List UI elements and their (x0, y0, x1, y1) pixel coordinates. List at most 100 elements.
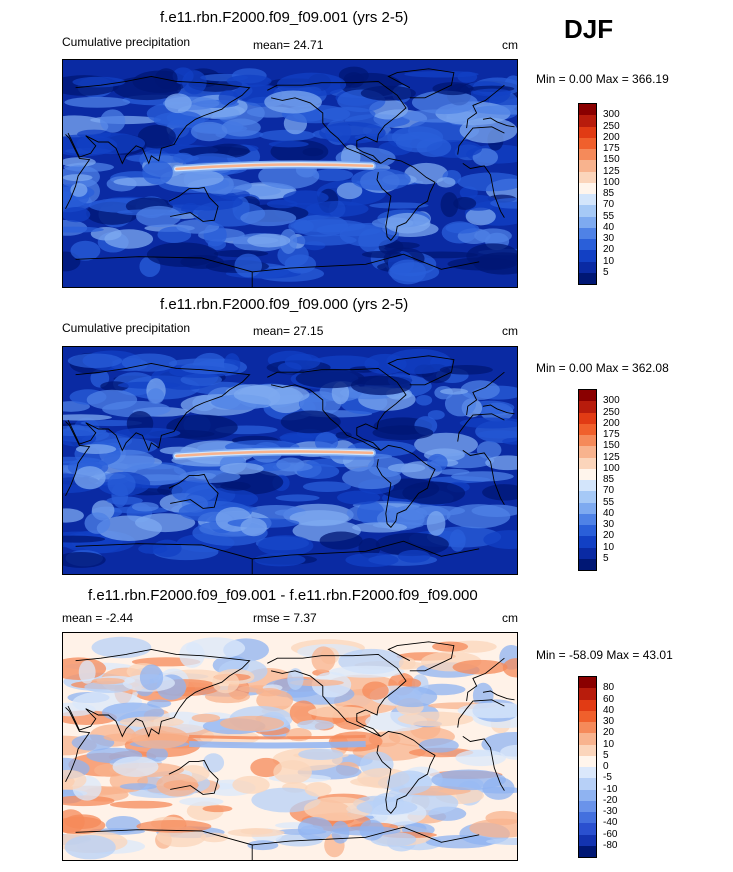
field-blob (73, 466, 106, 490)
field-blob (358, 538, 381, 558)
panel-1-left-label: Cumulative precipitation (62, 35, 191, 49)
field-blob (415, 394, 433, 406)
panel-2-minmax: Min = 0.00 Max = 362.08 (536, 361, 669, 375)
colorbar-tick-label: 20 (603, 727, 615, 739)
field-blob (84, 512, 111, 534)
field-blob (91, 677, 125, 685)
field-blob (63, 795, 115, 807)
panel-2-mean: mean= 27.15 (253, 324, 324, 338)
field-blob (280, 410, 341, 434)
field-blob (312, 168, 354, 182)
colorbar-tick-label: 175 (603, 429, 620, 440)
field-blob (360, 85, 416, 101)
field-blob (339, 222, 399, 247)
field-blob (384, 212, 431, 234)
field-blob (362, 681, 389, 700)
colorbar-tick-label: 200 (603, 131, 620, 143)
coastline (65, 413, 505, 505)
field-blob (288, 219, 315, 234)
field-blob (240, 517, 267, 537)
colorbar-swatch (579, 126, 596, 138)
colorbar-tick-label: -80 (603, 839, 618, 851)
field-blob (440, 388, 469, 395)
field-blob (67, 353, 123, 369)
field-blob (427, 410, 445, 420)
colorbar-swatch (579, 250, 596, 262)
field-blob (254, 553, 306, 567)
field-blob (190, 121, 228, 142)
field-blob (251, 787, 321, 813)
field-blob (426, 511, 446, 536)
colorbar-tick-label: 0 (603, 761, 609, 772)
colorbar-tick-label: 80 (603, 682, 615, 694)
colorbar-swatch (579, 513, 596, 525)
colorbar-swatch (579, 401, 596, 413)
colorbar-swatch (579, 547, 596, 559)
colorbar-tick-label: -40 (603, 817, 618, 829)
field-blob (139, 664, 164, 691)
field-blob (178, 146, 251, 157)
itcz-band (175, 163, 374, 171)
field-blob (136, 819, 212, 833)
panel-3-units: cm (502, 611, 518, 625)
field-blob (173, 152, 194, 164)
field-blob (180, 361, 239, 375)
field-blob (168, 193, 243, 211)
colorbar-swatch (579, 115, 596, 127)
colorbar-swatch (579, 239, 596, 251)
colorbar-tick-label: 55 (603, 210, 615, 222)
field-blob (274, 509, 298, 516)
field-blob (303, 796, 373, 821)
season-label: DJF (564, 14, 614, 44)
coastline (168, 759, 219, 795)
field-blob (268, 140, 309, 148)
coastline (75, 540, 480, 574)
field-blob (160, 168, 224, 188)
coastline (67, 75, 515, 165)
panel-3-colorbar (578, 676, 597, 858)
field-blob (452, 659, 508, 675)
field-blob (112, 756, 159, 778)
field-blob (338, 66, 369, 85)
coastline (267, 367, 407, 451)
colorbar-swatch (579, 845, 596, 857)
colorbar-tick-label: 100 (603, 176, 620, 188)
field-blob (369, 202, 429, 209)
field-blob (457, 702, 517, 719)
colorbar-tick-label: 175 (603, 143, 620, 154)
field-blob (440, 192, 459, 218)
colorbar-swatch (579, 272, 596, 284)
field-blob (70, 240, 101, 261)
panel-3-map (62, 632, 518, 861)
colorbar-tick-label: 300 (603, 109, 620, 121)
panel-1-title: f.e11.rbn.F2000.f09_f09.001 (yrs 2-5) (160, 9, 409, 26)
field-blob (425, 834, 496, 849)
field-blob (220, 481, 251, 491)
field-blob (164, 93, 192, 114)
field-blob (446, 504, 511, 529)
field-blob (474, 228, 512, 244)
field-blob (115, 427, 181, 439)
field-blob (63, 226, 104, 233)
field-blob (233, 384, 310, 405)
colorbar-tick-label: 150 (603, 440, 620, 452)
field-blob (404, 70, 479, 78)
coastline (75, 253, 480, 287)
panel-1-colorbar (578, 103, 597, 285)
coastline (376, 444, 436, 528)
field-blob (72, 76, 126, 88)
field-blob (121, 353, 178, 372)
colorbar-tick-label: 40 (603, 221, 615, 233)
colorbar-tick-label: 100 (603, 462, 620, 474)
coastline (168, 473, 219, 509)
field-blob (63, 816, 106, 835)
field-blob (283, 190, 329, 205)
colorbar-tick-label: 125 (603, 451, 620, 463)
coastline (376, 157, 436, 241)
colorbar-tick-label: -20 (603, 794, 618, 806)
field-blob (352, 522, 408, 533)
field-blob (345, 552, 399, 568)
colorbar-swatch (579, 171, 596, 183)
field-blob (284, 353, 321, 370)
coastline (387, 68, 455, 99)
